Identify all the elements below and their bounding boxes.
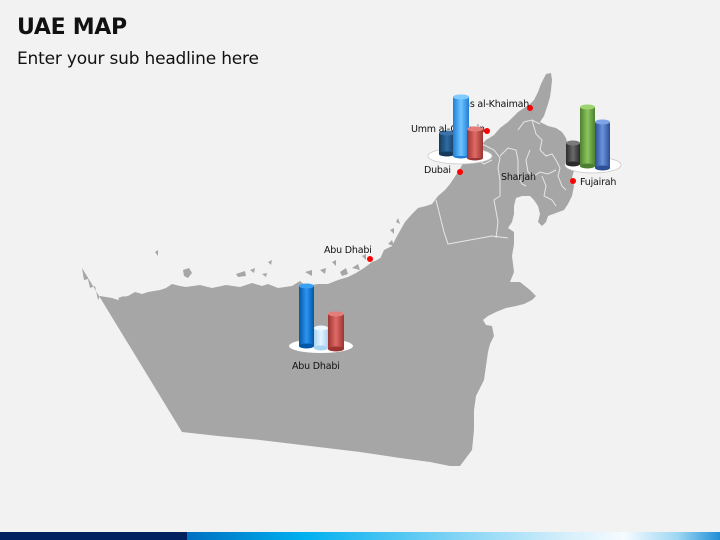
- marker-ras-al-khaimah[interactable]: [527, 105, 533, 111]
- footer-dark-segment: [0, 532, 187, 540]
- city-markers: [367, 105, 576, 262]
- marker-abu-dhabi[interactable]: [367, 256, 373, 262]
- chart-abu-dhabi: [289, 283, 353, 353]
- emirate-borders: [435, 119, 567, 245]
- islands: [118, 218, 400, 302]
- marker-umm-al-quwain[interactable]: [484, 128, 490, 134]
- marker-dubai[interactable]: [457, 169, 463, 175]
- label-ras-al-khaimah: Ras al-Khaimah: [458, 99, 530, 110]
- page-title: UAE MAP: [17, 15, 127, 40]
- footer-gradient-segment: [187, 532, 720, 540]
- page-subtitle: Enter your sub headline here: [17, 49, 259, 69]
- footer-bar: [0, 532, 720, 540]
- uae-landmass: [82, 73, 574, 466]
- label-umm-al-quwain: Umm al-Quwain: [411, 124, 485, 135]
- label-abu-dhabi-region: Abu Dhabi: [292, 361, 340, 372]
- marker-fujairah[interactable]: [570, 178, 576, 184]
- chart-fujairah: [564, 104, 622, 174]
- label-sharjah: Sharjah: [501, 172, 536, 183]
- label-abu-dhabi-city: Abu Dhabi: [324, 245, 372, 256]
- label-fujairah: Fujairah: [580, 177, 617, 188]
- label-dubai: Dubai: [424, 165, 451, 176]
